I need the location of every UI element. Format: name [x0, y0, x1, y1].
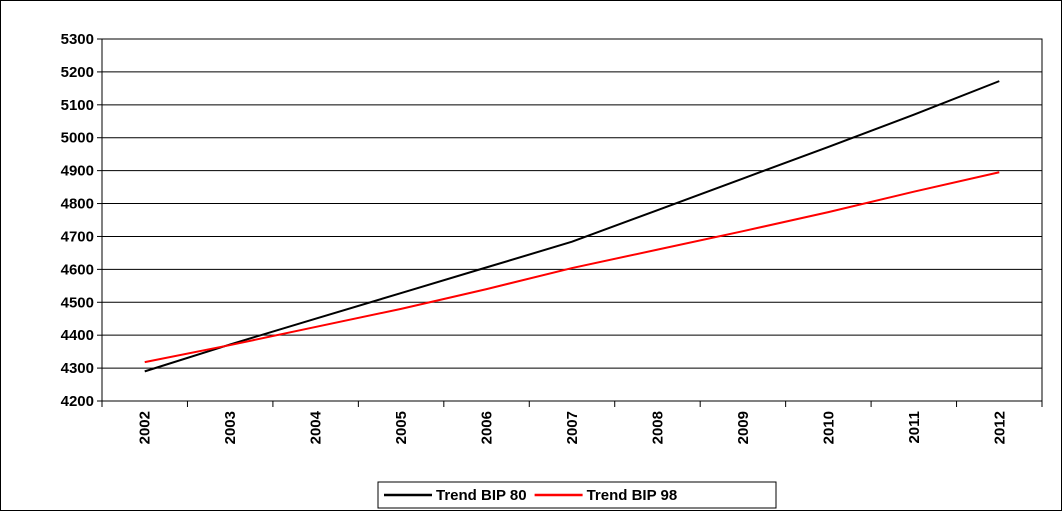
series-line: [144, 171, 1000, 364]
y-tick-label: 4900: [61, 163, 94, 180]
x-tick-label: 2003: [222, 411, 239, 444]
y-tick-label: 5100: [61, 97, 94, 114]
plot-area: [101, 38, 1043, 402]
y-tick-label: 5300: [61, 31, 94, 48]
legend-label: Trend BIP 80: [436, 487, 527, 504]
x-tick-label: 2006: [479, 411, 496, 444]
x-tick-label: 2002: [137, 411, 154, 444]
y-tick-label: 4600: [61, 261, 94, 278]
series-line: [144, 80, 1000, 373]
x-tick-label: 2007: [564, 411, 581, 444]
y-tick-label: 4700: [61, 228, 94, 245]
x-tick-label: 2012: [991, 411, 1008, 444]
x-tick-label: 2004: [308, 410, 325, 444]
y-tick-label: 4200: [61, 393, 94, 410]
y-tick-label: 4400: [61, 327, 94, 344]
x-tick-label: 2009: [735, 411, 752, 444]
y-tick-label: 4300: [61, 360, 94, 377]
y-tick-label: 5000: [61, 130, 94, 147]
x-tick-label: 2005: [393, 411, 410, 444]
x-tick-label: 2010: [820, 411, 837, 444]
y-tick-label: 4500: [61, 294, 94, 311]
x-tick-label: 2011: [906, 411, 923, 444]
y-tick-label: 5200: [61, 64, 94, 81]
y-tick-label: 4800: [61, 196, 94, 213]
legend-label: Trend BIP 98: [587, 487, 678, 504]
x-tick-label: 2008: [649, 411, 666, 444]
